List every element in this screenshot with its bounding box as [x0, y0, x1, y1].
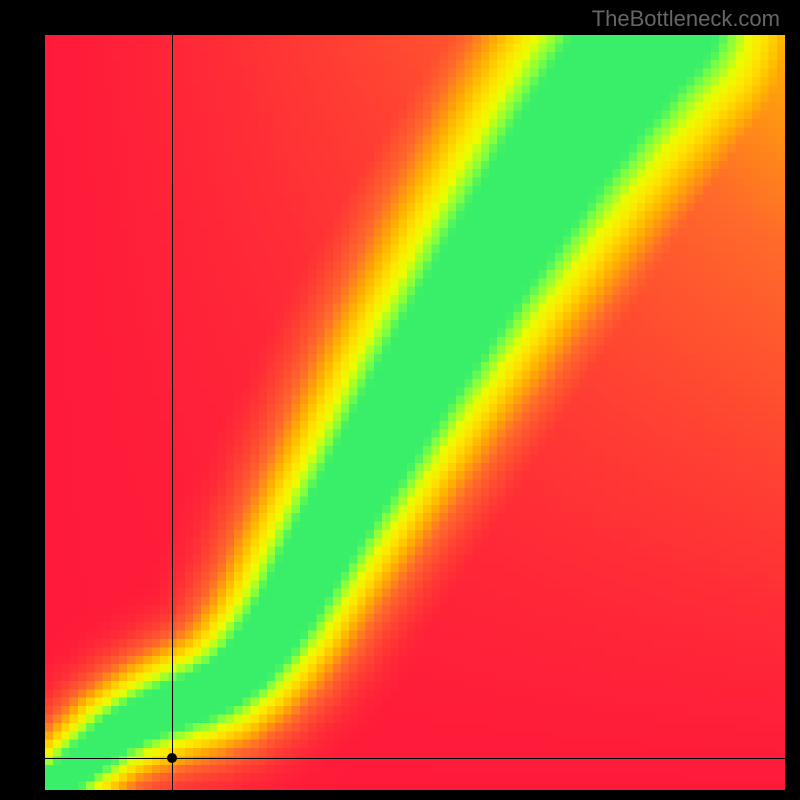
bottleneck-heatmap — [45, 35, 785, 790]
crosshair-marker — [167, 753, 177, 763]
crosshair-vertical-line — [172, 35, 173, 790]
crosshair-horizontal-line — [45, 758, 785, 759]
watermark-text: TheBottleneck.com — [592, 6, 780, 32]
